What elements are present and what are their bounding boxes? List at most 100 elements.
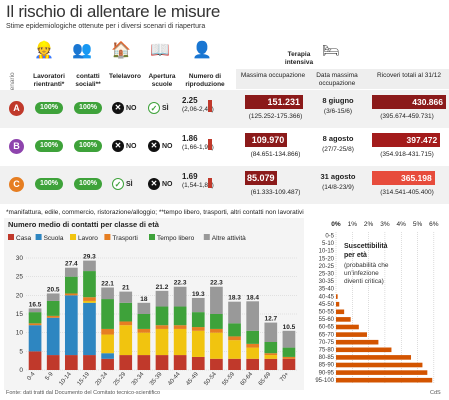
chart-title: Numero medio di contatti per classe di e… [8, 220, 160, 229]
bar-segment-scuola [64, 295, 78, 356]
bar-segment-trasporti [101, 328, 114, 335]
home-icon: 🏠 [111, 42, 131, 59]
x-tick-label: 3% [380, 221, 390, 228]
bar-segment-tempo-libero [264, 342, 278, 354]
bar-segment-tempo-libero [137, 314, 151, 329]
occupancy-bar: 85.079 [245, 171, 278, 185]
telelavoro-value: ✕ NO [112, 140, 137, 152]
lavoratori-value: 100% [35, 178, 63, 190]
bar-segment-casa [64, 355, 78, 370]
check-icon: ✓ [112, 178, 124, 190]
scuole-value-text: NO [162, 142, 173, 150]
age-label: 35-40 [319, 287, 335, 293]
bar-segment-altre-attività [155, 290, 169, 307]
peak-date: 31 agosto (14/8-23/9) [310, 172, 366, 191]
age-label: 5-10 [322, 241, 335, 247]
scuole-value-text: SÌ [162, 104, 169, 112]
bar-segment-tempo-libero [155, 306, 169, 326]
bar-segment-casa [28, 351, 42, 370]
bar-segment-altre-attività [101, 287, 114, 300]
bar-segment-tempo-libero [83, 271, 96, 298]
bar-segment-altre-attività [173, 286, 187, 307]
book-icon: 📖 [150, 42, 170, 59]
scenario-row-c: C 100% 100% ✓ SÌ ✕ NO 1.69 (1,54-1,83) 85.079 (61.… [0, 166, 449, 204]
bar-segment-casa [282, 358, 296, 370]
reproduction-range: (2,06-2,44) [182, 106, 214, 113]
occupancy-range: (61.333-109.487) [250, 189, 301, 196]
bar-segment-trasporti [282, 356, 296, 359]
reproduction-range: (1,66-1,97) [182, 144, 214, 151]
bar-segment-altre-attività [228, 301, 241, 324]
bar-segment-altre-attività [28, 308, 42, 313]
susceptibility-bar [336, 309, 345, 315]
header-terapia: Terapia intensiva [284, 51, 314, 66]
occupancy-bar: 109.970 [245, 133, 288, 147]
contatti-value: 100% [74, 140, 102, 152]
header-lavoratori: Lavoratori rientranti* [33, 73, 65, 88]
page-subtitle: Stime epidemiologiche ottenute per i div… [6, 23, 206, 30]
scenario-badge: A [9, 101, 24, 116]
total-range: (395.674-459.731) [380, 113, 434, 120]
footnote: *manifattura, edile, commercio, ristoraz… [6, 209, 304, 216]
legend-label: Tempo libero [157, 235, 195, 242]
bar-segment-casa [101, 358, 114, 370]
age-label: 10-15 [319, 249, 335, 255]
y-tick-label: 30 [16, 255, 24, 262]
total-bar: 430.866 [372, 95, 446, 109]
legend-swatch [70, 234, 76, 240]
peak-date: 8 agosto (27/7-25/8) [310, 134, 366, 153]
header-telelavoro: Telelavoro [108, 73, 142, 80]
x-tick-label: 4% [397, 221, 407, 228]
x-tick-label: 70+ [279, 371, 290, 383]
susceptibility-note: un’infezione [344, 270, 379, 277]
susceptibility-bar [336, 355, 412, 360]
bar-segment-trasporti [246, 343, 260, 348]
y-tick-label: 15 [16, 311, 24, 318]
susceptibility-note: (probabilità che [344, 262, 389, 269]
bar-total-label: 16.5 [29, 301, 42, 308]
age-label: 95-100 [315, 378, 334, 384]
reproduction-number: 1.86 (1,66-1,97) [182, 134, 214, 151]
age-label: 25-30 [319, 272, 335, 278]
susceptibility-note: diventi critica) [344, 278, 384, 285]
total-range: (354.918-431.715) [380, 151, 434, 158]
bar-segment-trasporti [155, 325, 169, 329]
bar-total-label: 19.3 [192, 291, 205, 298]
bar-total-label: 27.4 [65, 261, 78, 268]
bar-segment-casa [264, 358, 278, 370]
y-tick-label: 25 [16, 274, 24, 281]
susceptibility-title-2: per età [344, 252, 367, 259]
header-contatti: contatti sociali** [75, 73, 101, 88]
bar-segment-lavoro [101, 334, 114, 354]
occupancy-bar: 151.231 [245, 95, 303, 109]
legend-label: Lavoro [78, 235, 98, 242]
bar-total-label: 20.5 [47, 286, 60, 293]
bar-segment-trasporti [191, 327, 205, 331]
bar-segment-scuola [28, 325, 42, 352]
bar-segment-trasporti [46, 315, 60, 318]
bar-segment-lavoro [83, 300, 96, 303]
telelavoro-value: ✕ NO [112, 102, 137, 114]
scuole-value-text: NO [162, 180, 173, 188]
y-tick-label: 0 [19, 367, 23, 374]
bar-segment-trasporti [228, 336, 241, 341]
bar-segment-lavoro [246, 347, 260, 359]
bar-segment-trasporti [173, 325, 187, 329]
susceptibility-bar [336, 377, 433, 383]
bar-segment-casa [228, 358, 241, 370]
cross-icon: ✕ [112, 102, 124, 114]
bar-segment-casa [119, 355, 133, 370]
susceptibility-bar [336, 324, 359, 330]
bar-segment-casa [246, 358, 260, 370]
susceptibility-bar [336, 294, 338, 299]
bar-segment-lavoro [210, 332, 223, 359]
y-tick-label: 5 [19, 348, 23, 355]
hospital-bed-icon: 🛏 [322, 42, 340, 58]
bar-segment-trasporti [64, 293, 78, 296]
bar-segment-casa [173, 355, 187, 370]
contatti-value: 100% [74, 102, 102, 114]
bar-segment-altre-attività [119, 291, 133, 303]
bar-segment-lavoro [155, 328, 169, 356]
reproduction-number: 2.25 (2,06-2,44) [182, 96, 214, 113]
